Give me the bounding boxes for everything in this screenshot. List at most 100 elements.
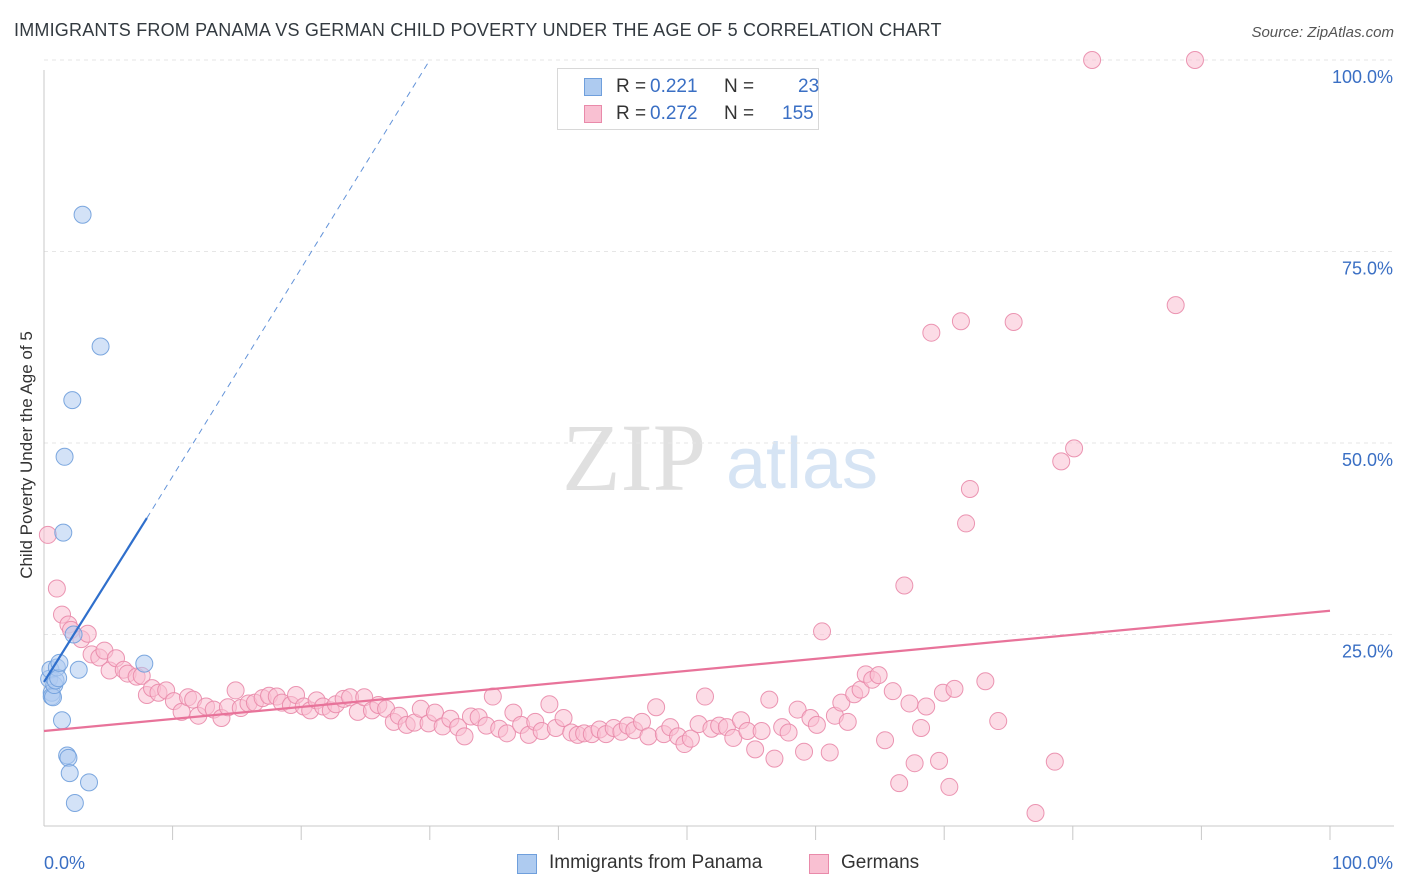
correlation-legend: R = 0.221 N = 23 R = 0.272 N = 155 [557,68,819,130]
legend-n-value: 23 [798,76,820,97]
germans-point [779,723,798,742]
panama-point [53,711,72,730]
germans-point [647,698,666,717]
panama-point [59,748,78,767]
bottom-legend-label-germans: Germans [841,852,920,873]
gridlines [44,59,1394,635]
germans-point [912,718,931,737]
germans-point [989,712,1008,731]
panama-point [60,764,79,783]
panama-point [63,391,82,410]
series-germans [38,51,1204,822]
germans-point [895,576,914,595]
germans-point [951,312,970,331]
trendline-panama-extension [146,59,431,519]
bottom-legend-swatch-panama [517,854,537,874]
germans-point [813,622,832,641]
y-tick-label: 50.0% [1342,450,1393,470]
germans-point [765,749,784,768]
germans-point [425,703,444,722]
germans-point [752,722,771,741]
legend-r-label: R = [616,103,647,124]
bottom-legend-label-panama: Immigrants from Panama [549,852,763,873]
source-label: Source: ZipAtlas.com [1251,24,1394,41]
series-layer [38,51,1331,822]
germans-point [957,514,976,533]
germans-point [960,479,979,498]
germans-point [554,708,573,727]
germans-point [696,687,715,706]
germans-point [1052,452,1071,471]
panama-point [73,205,92,224]
germans-point [226,681,245,700]
watermark-zip: ZIP [562,404,706,511]
germans-point [1004,312,1023,331]
x-axis-tick-labels: 0.0% 100.0% [44,853,1393,873]
y-tick-label: 75.0% [1342,259,1393,279]
germans-point [976,672,995,691]
y-tick-label: 100.0% [1332,67,1393,87]
germans-point [838,712,857,731]
panama-point [49,669,68,688]
germans-point [1065,439,1084,458]
germans-point [1045,752,1064,771]
germans-point [883,682,902,701]
germans-point [746,740,765,759]
x-axis-ticks [172,826,1331,840]
germans-point [820,743,839,762]
germans-point [807,715,826,734]
germans-point [940,777,959,796]
y-axis-tick-labels: 25.0% 50.0% 75.0% 100.0% [1332,67,1393,662]
panama-point [65,794,84,813]
germans-point [760,690,779,709]
germans-point [788,700,807,719]
germans-point [1185,51,1204,69]
x-tick-label: 100.0% [1332,853,1393,873]
germans-point [1026,803,1045,822]
germans-point [639,727,658,746]
legend-r-value: 0.221 [650,76,698,97]
panama-point [50,653,69,672]
series-panama [40,205,154,813]
panama-point [135,654,154,673]
germans-point [890,774,909,793]
trendline-germans [43,609,1331,733]
germans-point [1083,51,1102,69]
legend-n-label: N = [724,103,755,124]
germans-point [1166,296,1185,315]
germans-point [832,693,851,712]
bottom-legend-swatch-germans [809,854,829,874]
germans-point [497,724,516,743]
legend-swatch-panama [584,78,602,96]
germans-point [38,525,57,544]
germans-point [869,666,888,685]
germans-point [945,679,964,698]
legend-n-label: N = [724,76,755,97]
panama-point [80,773,99,792]
panama-point [69,660,88,679]
legend-r-label: R = [616,76,647,97]
germans-point [681,729,700,748]
y-tick-label: 25.0% [1342,642,1393,662]
panama-point [91,337,110,356]
germans-point [917,697,936,716]
germans-point [930,751,949,770]
x-tick-label: 0.0% [44,853,85,873]
germans-point [876,731,895,750]
germans-point [455,727,474,746]
germans-point [795,742,814,761]
germans-point [47,579,66,598]
watermark-atlas: atlas [726,424,878,504]
germans-point [900,694,919,713]
watermark: ZIP atlas [562,404,878,511]
panama-point [55,447,74,466]
trendline-panama [43,517,148,683]
legend-r-value: 0.272 [650,103,698,124]
legend-n-value: 155 [782,103,814,124]
germans-point [905,754,924,773]
germans-point [922,323,941,342]
legend-swatch-germans [584,105,602,123]
chart-title: IMMIGRANTS FROM PANAMA VS GERMAN CHILD P… [14,20,942,40]
germans-point [540,695,559,714]
